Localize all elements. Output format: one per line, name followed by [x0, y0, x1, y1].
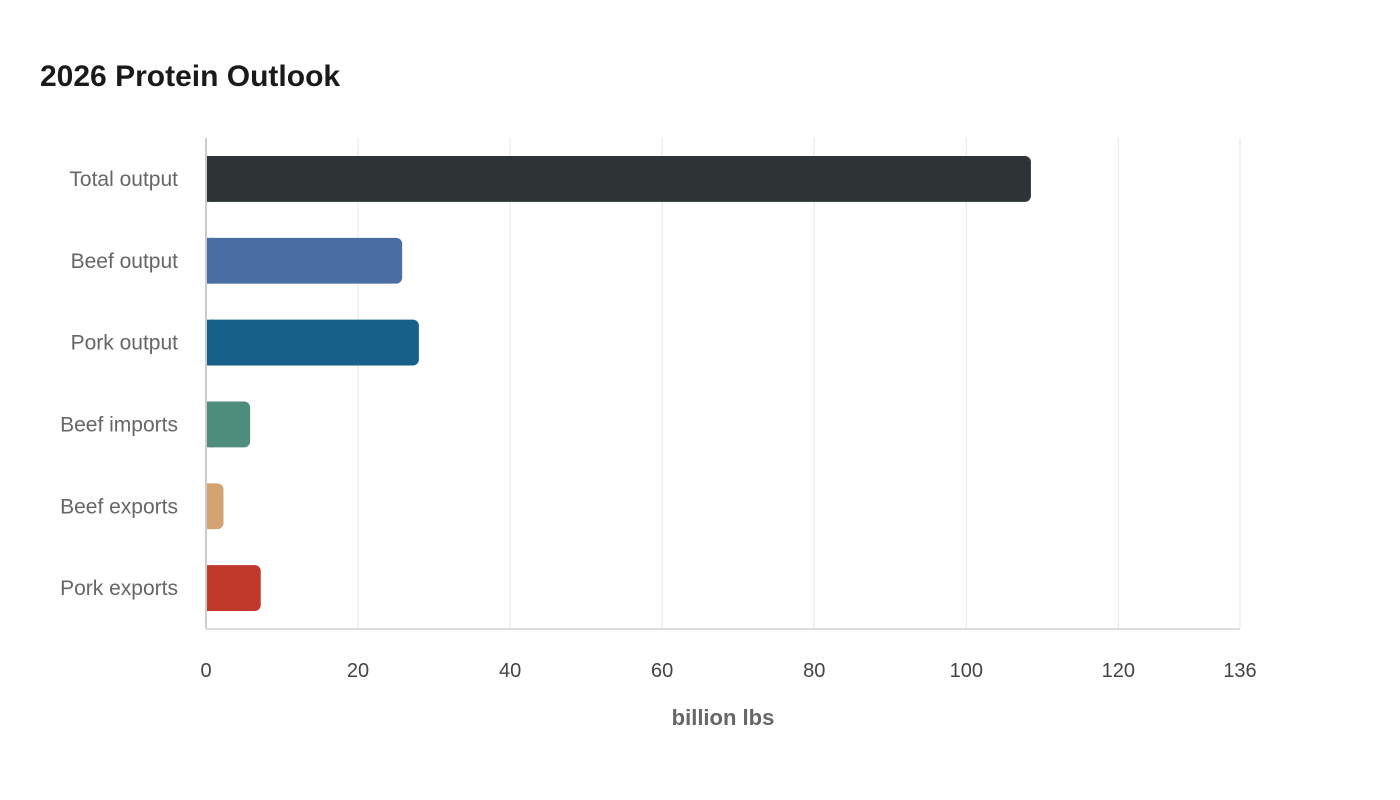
- category-labels: Total output Beef output Pork output Beef i…: [60, 168, 178, 600]
- category-label: Beef imports: [60, 413, 178, 436]
- x-tick-label: 0: [200, 660, 211, 682]
- category-label: Total output: [69, 168, 178, 191]
- bar-base: [206, 319, 214, 366]
- x-tick-label: 120: [1102, 660, 1135, 682]
- bar-base: [206, 565, 214, 611]
- bar-base: [206, 401, 214, 448]
- bars: [206, 156, 1031, 611]
- bar: [206, 319, 419, 366]
- bar: [206, 565, 261, 611]
- x-tick-label: 80: [803, 660, 825, 682]
- x-tick-label: 40: [499, 660, 521, 682]
- bar-base: [206, 156, 214, 202]
- x-tick-label: 136: [1223, 660, 1256, 682]
- grid-lines: [357, 138, 1241, 629]
- x-tick-labels: 0 20 40 60 80 100 120 136: [200, 660, 1256, 682]
- category-label: Beef output: [71, 250, 179, 273]
- chart-title: 2026 Protein Outlook: [40, 60, 341, 93]
- bar: [206, 237, 403, 284]
- category-label: Beef exports: [60, 495, 178, 518]
- x-tick-label: 20: [347, 660, 369, 682]
- bar-base: [206, 483, 214, 530]
- x-tick-label: 60: [651, 660, 673, 682]
- category-label: Pork exports: [60, 577, 178, 600]
- bar-base: [206, 237, 214, 284]
- bar: [206, 401, 251, 448]
- bar: [206, 156, 1031, 202]
- x-tick-label: 100: [950, 660, 983, 682]
- category-label: Pork output: [71, 332, 179, 355]
- x-axis-title: billion lbs: [672, 705, 775, 730]
